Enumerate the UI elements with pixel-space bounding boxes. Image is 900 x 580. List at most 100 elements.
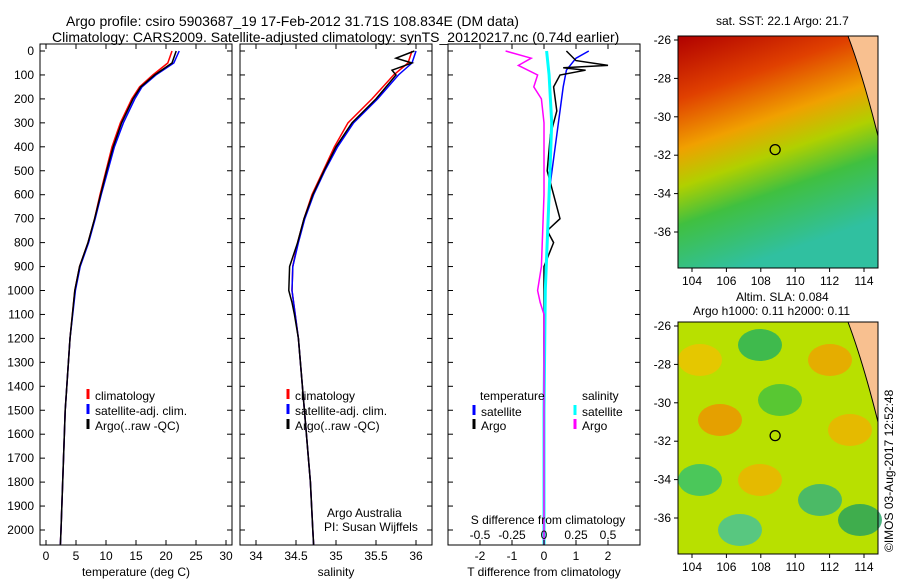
lat-tick-label: -32 [654, 434, 672, 448]
x-tick-label: 10 [99, 549, 113, 563]
plot-frame-0 [39, 43, 233, 546]
series-line-t-argo [543, 50, 609, 545]
series-line-climatology [59, 50, 173, 545]
plot-frame-1 [239, 43, 433, 546]
lat-tick-label: -30 [654, 396, 672, 410]
lat-tick-label: -36 [654, 511, 672, 525]
lon-tick-label: 112 [820, 560, 839, 574]
y-tick-label: 2000 [7, 523, 34, 537]
y-tick-label: 1700 [7, 451, 34, 465]
y-tick-label: 1800 [7, 475, 34, 489]
x2-tick-label: 0.5 [600, 528, 617, 542]
y-tick-label: 1100 [8, 307, 34, 321]
sla-blob [838, 504, 882, 536]
y-tick-label: 900 [14, 260, 34, 274]
x-tick-label: 30 [219, 549, 233, 563]
y-tick-label: 1500 [7, 403, 34, 417]
sla-blob [828, 414, 872, 446]
map_sst-map [674, 35, 879, 272]
lat-tick-label: -34 [654, 187, 672, 201]
y-tick-label: 1200 [7, 331, 34, 345]
x-tick-label: 35.5 [364, 549, 388, 563]
x-axis-label: temperature (deg C) [82, 565, 190, 579]
legend-label: Argo(..raw -QC) [95, 419, 180, 433]
lat-tick-label: -36 [654, 225, 672, 239]
lat-tick-label: -28 [654, 71, 672, 85]
map-frame [677, 35, 879, 269]
sla-map-title-2: Argo h1000: 0.11 h2000: 0.11 [693, 304, 850, 318]
lon-tick-label: 104 [682, 274, 702, 288]
legend-label: climatology [95, 389, 155, 403]
legend-title: salinity [582, 389, 619, 403]
y-tick-label: 1300 [7, 355, 34, 369]
lat-tick-label: -26 [654, 33, 672, 47]
sla-blob [698, 404, 742, 436]
map-frame [677, 321, 879, 555]
lon-tick-label: 114 [854, 560, 873, 574]
series-line-s-argo [505, 50, 545, 545]
legend-label: satellite-adj. clim. [95, 404, 187, 418]
x-axis-label-2: S difference from climatology [471, 513, 626, 527]
x-tick-label: 2 [605, 549, 612, 563]
title-line-2: Climatology: CARS2009. Satellite-adjuste… [52, 29, 620, 45]
x-tick-label: 36 [409, 549, 423, 563]
float-location-marker [769, 429, 781, 442]
x-tick-label: 5 [73, 549, 80, 563]
sst-field [678, 36, 878, 268]
x2-tick-label: 0.25 [564, 528, 588, 542]
legend-label: satellite [481, 405, 522, 419]
series-line-argo-raw-qc- [288, 50, 415, 545]
x2-tick-label: -0.25 [498, 528, 526, 542]
legend-label: satellite-adj. clim. [295, 404, 387, 418]
sla-blob [808, 344, 852, 376]
lon-tick-label: 106 [716, 560, 736, 574]
lon-tick-label: 110 [786, 560, 805, 574]
y-tick-label: 600 [14, 188, 34, 202]
sla-blob [758, 384, 802, 416]
y-tick-label: 300 [14, 116, 34, 130]
lat-tick-label: -34 [654, 473, 672, 487]
x2-tick-label: 0 [541, 528, 548, 542]
x-axis-label: salinity [318, 565, 355, 579]
sla-blob [678, 464, 722, 496]
lon-tick-label: 106 [716, 274, 736, 288]
sla-map-title-1: Altim. SLA: 0.084 [736, 290, 829, 304]
series-line-satellite-adj-clim- [291, 50, 417, 545]
y-tick-label: 500 [14, 164, 34, 178]
lon-tick-label: 108 [751, 274, 771, 288]
y-tick-label: 800 [14, 236, 34, 250]
x-tick-label: 34 [249, 549, 263, 563]
credit: Argo Australia [327, 506, 402, 520]
y-tick-label: 700 [14, 212, 34, 226]
x-tick-label: 35 [329, 549, 343, 563]
x-tick-label: 15 [129, 549, 143, 563]
y-tick-label: 100 [14, 68, 34, 82]
title-line-1: Argo profile: csiro 5903687_19 17-Feb-20… [66, 13, 519, 29]
sla-blob [718, 514, 762, 546]
lat-tick-label: -28 [654, 357, 672, 371]
sla-blob [738, 329, 782, 361]
y-tick-label: 1900 [7, 499, 34, 513]
series-line-argo-raw-qc- [59, 50, 177, 545]
x-tick-label: 1 [573, 549, 580, 563]
x-tick-label: 0 [541, 549, 548, 563]
map_sla-map [674, 321, 882, 558]
x-tick-label: 20 [159, 549, 173, 563]
float-location-marker [769, 143, 781, 156]
legend-label: satellite [582, 405, 623, 419]
y-tick-label: 1400 [7, 379, 34, 393]
lat-tick-label: -26 [654, 319, 672, 333]
x-tick-label: 25 [189, 549, 203, 563]
lon-tick-label: 104 [682, 560, 702, 574]
y-tick-label: 200 [14, 92, 34, 106]
sla-blob [738, 464, 782, 496]
lon-tick-label: 112 [820, 274, 839, 288]
x-tick-label: -2 [475, 549, 486, 563]
lon-tick-label: 110 [786, 274, 805, 288]
x2-tick-label: -0.5 [470, 528, 491, 542]
legend-label: Argo(..raw -QC) [295, 419, 380, 433]
x-tick-label: 0 [43, 549, 50, 563]
lon-tick-label: 114 [854, 274, 873, 288]
